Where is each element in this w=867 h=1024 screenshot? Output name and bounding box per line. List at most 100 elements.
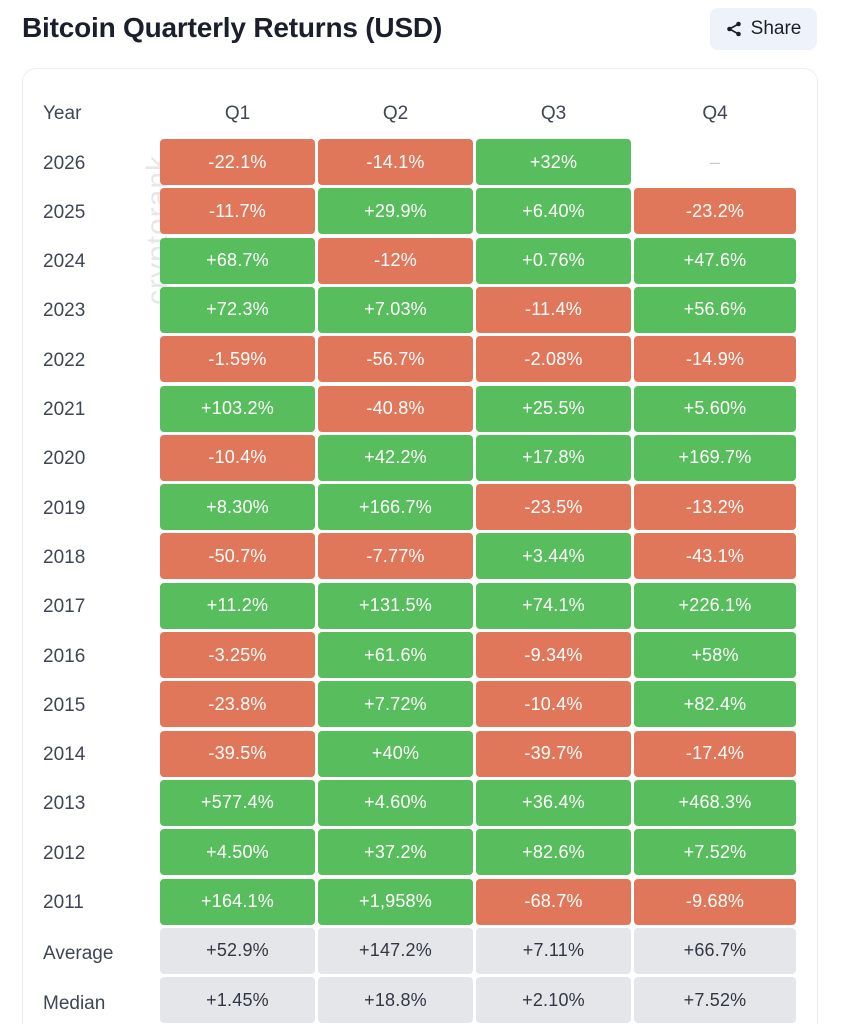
return-cell: -50.7% bbox=[160, 533, 315, 580]
row-label-year: 2023 bbox=[43, 300, 86, 322]
row-label-year: 2014 bbox=[43, 744, 86, 766]
return-cell: -2.08% bbox=[476, 336, 631, 383]
return-cell: +11.2% bbox=[160, 582, 315, 629]
return-cell: +56.6% bbox=[634, 286, 796, 333]
summary-cell: +18.8% bbox=[318, 977, 473, 1024]
row-label-year: 2021 bbox=[43, 399, 86, 420]
return-cell: +25.5% bbox=[476, 385, 631, 432]
return-cell: +7.72% bbox=[318, 681, 473, 728]
share-icon bbox=[726, 21, 742, 37]
return-cell: +0.76% bbox=[476, 237, 631, 284]
return-cell: +42.2% bbox=[318, 434, 473, 481]
return-cell: +47.6% bbox=[634, 237, 796, 284]
return-cell: -1.59% bbox=[160, 336, 315, 383]
return-cell: -11.4% bbox=[476, 286, 631, 333]
return-cell: +72.3% bbox=[160, 286, 315, 333]
row-label-year: 2015 bbox=[43, 694, 86, 716]
summary-cell: +7.52% bbox=[634, 977, 796, 1024]
summary-cell: +66.7% bbox=[634, 927, 796, 974]
return-cell: +82.4% bbox=[634, 681, 796, 728]
return-cell: +6.40% bbox=[476, 188, 631, 235]
column-header-year[interactable]: Year bbox=[43, 103, 82, 124]
return-cell: -68.7% bbox=[476, 878, 631, 925]
summary-cell: +147.2% bbox=[318, 927, 473, 974]
row-label-year: 2011 bbox=[43, 892, 84, 913]
row-label-year: 2024 bbox=[43, 251, 86, 273]
return-cell: +468.3% bbox=[634, 779, 796, 826]
row-label-average: Average bbox=[43, 943, 114, 965]
summary-cell: +52.9% bbox=[160, 927, 315, 974]
column-header-q3[interactable]: Q3 bbox=[540, 103, 567, 124]
return-cell: -11.7% bbox=[160, 188, 315, 235]
return-cell: +37.2% bbox=[318, 829, 473, 876]
return-cell: -10.4% bbox=[160, 434, 315, 481]
return-cell: +17.8% bbox=[476, 434, 631, 481]
return-cell: -39.7% bbox=[476, 730, 631, 777]
row-label-median: Median bbox=[43, 992, 106, 1014]
return-cell: -22.1% bbox=[160, 139, 315, 185]
return-cell: +166.7% bbox=[318, 484, 473, 531]
column-header-q4[interactable]: Q4 bbox=[702, 103, 728, 124]
row-label-year: 2018 bbox=[43, 546, 86, 568]
share-button[interactable]: Share bbox=[710, 8, 817, 50]
row-label-year: 2022 bbox=[43, 349, 86, 371]
row-label-year: 2020 bbox=[43, 448, 86, 470]
return-cell: -10.4% bbox=[476, 681, 631, 728]
return-cell: +1,958% bbox=[318, 878, 473, 925]
return-cell: +7.52% bbox=[634, 829, 796, 876]
return-cell: -13.2% bbox=[634, 484, 796, 531]
return-cell: +226.1% bbox=[634, 582, 796, 629]
return-cell: -9.34% bbox=[476, 632, 631, 678]
row-label-year: 2012 bbox=[43, 842, 86, 864]
return-cell: +3.44% bbox=[476, 533, 631, 580]
return-cell: -12% bbox=[318, 237, 473, 284]
return-cell: +61.6% bbox=[318, 632, 473, 678]
row-label-year: 2025 bbox=[43, 201, 86, 223]
return-cell: -17.4% bbox=[634, 730, 796, 777]
row-label-year: 2013 bbox=[43, 793, 86, 815]
return-cell: +4.50% bbox=[160, 829, 315, 876]
return-cell: -14.1% bbox=[318, 139, 473, 185]
return-cell: -39.5% bbox=[160, 730, 315, 777]
row-label-year: 2016 bbox=[43, 645, 86, 667]
return-cell: -43.1% bbox=[634, 533, 796, 580]
page-title: Bitcoin Quarterly Returns (USD) bbox=[22, 12, 443, 43]
return-cell: +5.60% bbox=[634, 385, 796, 432]
column-header-q2[interactable]: Q2 bbox=[382, 103, 409, 124]
return-cell: +36.4% bbox=[476, 779, 631, 826]
return-cell: +40% bbox=[318, 730, 473, 777]
return-cell: – bbox=[709, 151, 721, 172]
return-cell: +169.7% bbox=[634, 434, 796, 481]
return-cell: -14.9% bbox=[634, 336, 796, 383]
return-cell: +82.6% bbox=[476, 829, 631, 876]
return-cell: +577.4% bbox=[160, 779, 315, 826]
summary-cell: +7.11% bbox=[476, 927, 631, 974]
return-cell: +164.1% bbox=[160, 878, 315, 925]
return-cell: +131.5% bbox=[318, 582, 473, 629]
return-cell: -3.25% bbox=[160, 632, 315, 678]
return-cell: -56.7% bbox=[318, 336, 473, 383]
row-label-year: 2019 bbox=[43, 497, 86, 519]
return-cell: +68.7% bbox=[160, 237, 315, 284]
return-cell: -40.8% bbox=[318, 385, 473, 432]
return-cell: +32% bbox=[476, 139, 631, 185]
summary-cell: +2.10% bbox=[476, 977, 631, 1024]
return-cell: +29.9% bbox=[318, 188, 473, 235]
return-cell: +74.1% bbox=[476, 582, 631, 629]
return-cell: +7.03% bbox=[318, 286, 473, 333]
return-cell: +4.60% bbox=[318, 779, 473, 826]
return-cell: -23.8% bbox=[160, 681, 315, 728]
row-label-year: 2017 bbox=[43, 596, 86, 618]
summary-cell: +1.45% bbox=[160, 977, 315, 1024]
return-cell: +8.30% bbox=[160, 484, 315, 531]
return-cell: +58% bbox=[634, 632, 796, 678]
column-header-q1[interactable]: Q1 bbox=[224, 103, 251, 124]
share-label: Share bbox=[750, 18, 802, 39]
return-cell: -9.68% bbox=[634, 878, 796, 925]
return-cell: -7.77% bbox=[318, 533, 473, 580]
return-cell: -23.5% bbox=[476, 484, 631, 531]
row-label-year: 2026 bbox=[43, 152, 86, 174]
return-cell: -23.2% bbox=[634, 188, 796, 235]
return-cell: +103.2% bbox=[160, 385, 315, 432]
